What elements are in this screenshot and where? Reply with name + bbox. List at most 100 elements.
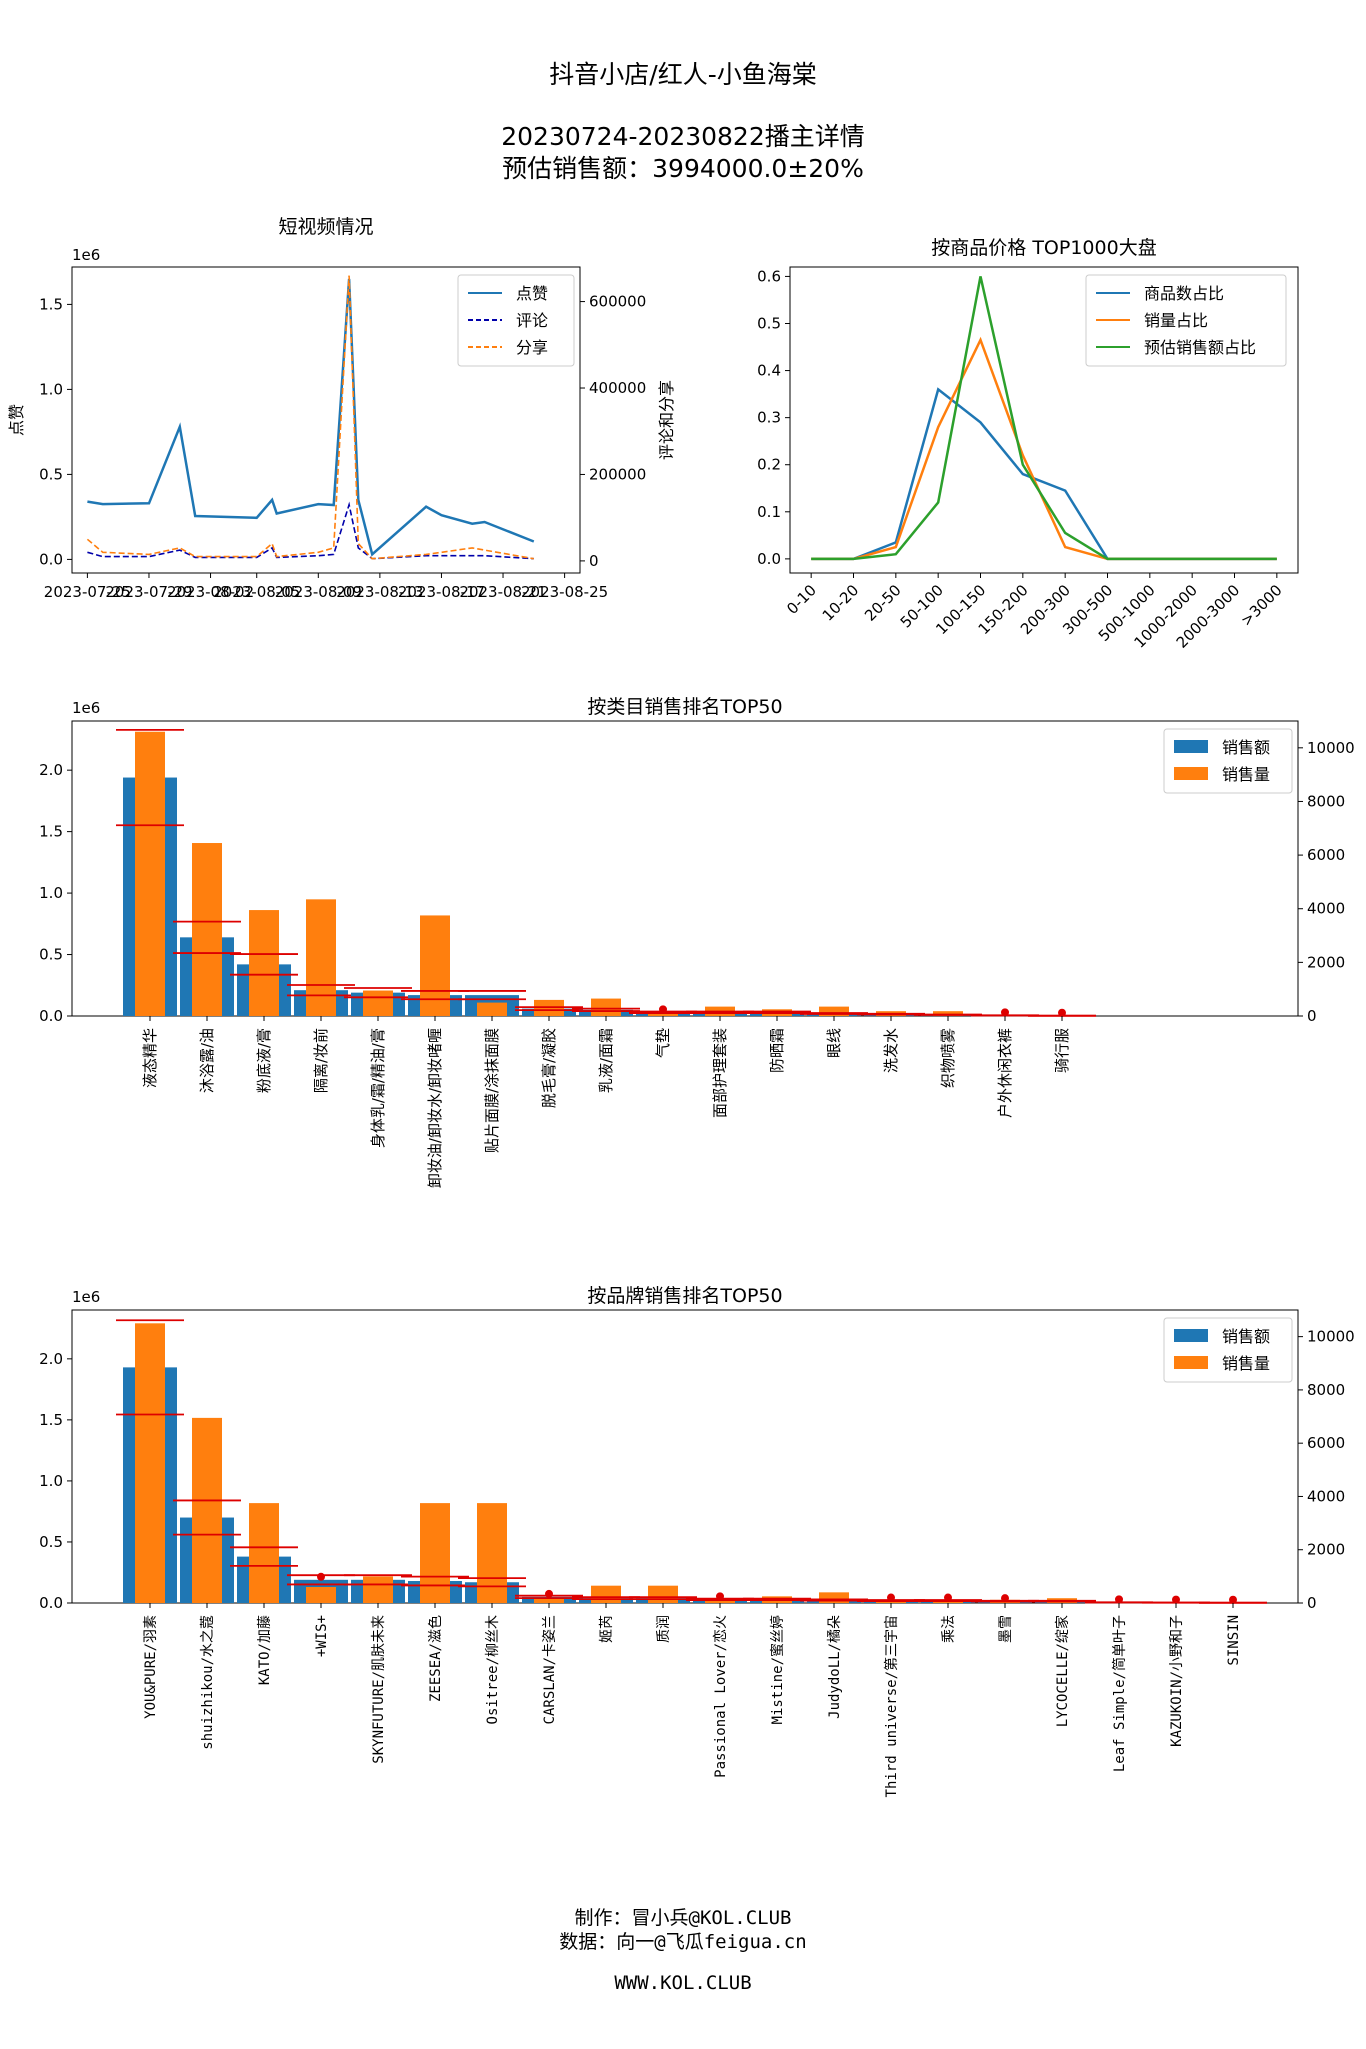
x-tick-label: 洗发水: [882, 1028, 900, 1073]
y-offset-label: 1e6: [72, 699, 100, 717]
y-tick-label: 1.5: [39, 823, 63, 841]
x-tick-label: 墨雪: [998, 1615, 1014, 1643]
qty-bar: [705, 1599, 735, 1603]
y-tick-label: 0.5: [757, 314, 781, 332]
y2-axis-label: 评论和分享: [657, 380, 676, 460]
y-tick-label: 0: [1307, 1007, 1317, 1025]
estimate-point: [887, 1593, 895, 1602]
qty-bar: [192, 1417, 222, 1603]
y-tick-label: 6000: [1307, 1434, 1345, 1452]
x-tick-label: ZEESEA/滋色: [427, 1615, 444, 1702]
y-tick-label: 0.1: [757, 503, 781, 521]
y-tick-label: 2.0: [39, 1350, 63, 1368]
estimate-point: [1229, 1595, 1237, 1604]
legend-label: 分享: [516, 338, 548, 357]
estimate-point: [1001, 1594, 1009, 1603]
x-tick-label: 0-10: [783, 581, 820, 618]
x-tick-label: 卸妆油/卸妆水/卸妆啫喱: [426, 1028, 444, 1188]
y-tick-label: 1.0: [39, 884, 63, 902]
legend-label: 销售量: [1222, 765, 1270, 784]
x-tick-label: 贴片面膜/涂抹面膜: [483, 1028, 501, 1153]
x-tick-label: CARSLAN/卡姿兰: [542, 1615, 558, 1724]
chart-title: 短视频情况: [278, 216, 373, 238]
legend-box: [457, 274, 575, 367]
legend-label: 预估销售额占比: [1144, 338, 1256, 357]
x-tick-label: JudydoLL/橘朵: [827, 1615, 843, 1719]
chart-title: 按类目销售排名TOP50: [587, 696, 782, 718]
x-tick-label: 2023-07-25: [44, 583, 131, 601]
estimate-point: [1001, 1008, 1009, 1017]
qty-bar: [648, 1013, 678, 1016]
axes-frame: [789, 266, 1299, 574]
y-tick-label: 400000: [589, 379, 646, 397]
footer-site[interactable]: WWW.KOL.CLUB: [614, 1972, 752, 1994]
x-tick-label: 沐浴露/油: [198, 1028, 216, 1093]
y-tick-label: 4000: [1307, 1487, 1345, 1505]
y-offset-label: 1e6: [72, 246, 100, 264]
series-line-商品数占比: [811, 387, 1277, 561]
x-tick-label: Ositree/柳丝木: [484, 1615, 501, 1724]
footer-author: 制作：冒小兵@KOL.CLUB: [574, 1907, 792, 1929]
x-tick-label: KATO/加藤: [257, 1615, 273, 1685]
qty-bar: [420, 915, 450, 1016]
x-tick-label: 液态精华: [141, 1028, 159, 1088]
qty-bar: [363, 990, 393, 1016]
x-tick-label: 2023-08-09: [275, 583, 362, 601]
chart-title: 按商品价格 TOP1000大盘: [931, 237, 1156, 259]
qty-bar: [420, 1503, 450, 1603]
x-tick-label: 粉底液/膏: [255, 1028, 273, 1093]
series-line-预估销售额占比: [811, 276, 1277, 561]
x-tick-label: 户外休闲衣裤: [996, 1028, 1014, 1118]
legend-label: 销售量: [1222, 1354, 1270, 1373]
x-tick-label: shuizhikou/水之蔻: [200, 1615, 216, 1750]
qty-bar: [363, 1576, 393, 1603]
y-tick-label: 0.4: [757, 362, 781, 380]
qty-bar: [591, 1585, 621, 1603]
x-tick-label: 2023-07-29: [105, 583, 192, 601]
x-tick-label: SKYNFUTURE/肌肤未来: [371, 1615, 387, 1764]
qty-bar: [249, 910, 279, 1016]
x-tick-label: 2023-08-17: [398, 583, 485, 601]
legend-swatch: [1174, 1356, 1208, 1369]
series-line-分享: [86, 275, 534, 560]
axes-frame: [71, 266, 581, 574]
x-tick-label: 防晒霜: [768, 1028, 786, 1073]
qty-bar: [306, 1587, 336, 1603]
estimate-point: [1172, 1595, 1180, 1604]
y-tick-label: 2000: [1307, 1541, 1345, 1559]
legend-swatch: [1174, 1329, 1208, 1342]
brand-chart: 按品牌销售排名TOP50 1e6 0.0 0.5 1.0 1.5 2.0 0 2000 4000 6…: [39, 1285, 1355, 1797]
x-tick-label: Passional Lover/恋火: [712, 1615, 729, 1778]
legend-label: 销售额: [1222, 1327, 1270, 1346]
qty-bar: [249, 1503, 279, 1603]
x-tick-label: LYCOCELLE/绽家: [1054, 1615, 1071, 1727]
y-tick-label: 2.0: [39, 761, 63, 779]
qty-bar: [192, 843, 222, 1016]
x-tick-label: 2023-08-02: [167, 583, 254, 601]
footer-source: 数据：向一@飞瓜feigua.cn: [559, 1931, 807, 1953]
x-tick-label: YOU&PURE/羽素: [143, 1615, 159, 1719]
y-tick-label: 200000: [589, 465, 646, 483]
legend-label: 销量占比: [1144, 311, 1208, 330]
y-tick-label: 6000: [1307, 846, 1345, 864]
x-tick-label: 姬芮: [598, 1615, 615, 1643]
x-tick-label: 身体乳/霜/精油/膏: [369, 1028, 387, 1148]
y-axis-label: 点赞: [7, 404, 26, 436]
series-line-点赞: [87, 278, 535, 557]
series-line-销量占比: [811, 336, 1277, 561]
qty-bar: [933, 1011, 963, 1016]
qty-bar: [933, 1601, 963, 1603]
x-tick-label: 质润: [656, 1615, 672, 1643]
qty-bar: [648, 1585, 678, 1603]
x-tick-label: 眼线: [825, 1028, 843, 1058]
y-tick-label: 1.5: [39, 1411, 63, 1429]
y-tick-label: 0.0: [39, 550, 63, 568]
y-tick-label: 0.2: [757, 456, 781, 474]
qty-bar: [819, 1006, 849, 1016]
y-tick-label: 1.5: [39, 295, 63, 313]
y-offset-label: 1e6: [72, 1288, 100, 1306]
series-line-评论: [87, 501, 534, 560]
x-tick-label: 乳液/面霜: [597, 1028, 615, 1093]
sales-estimate: 预估销售额：3994000.0±20%: [502, 154, 864, 183]
